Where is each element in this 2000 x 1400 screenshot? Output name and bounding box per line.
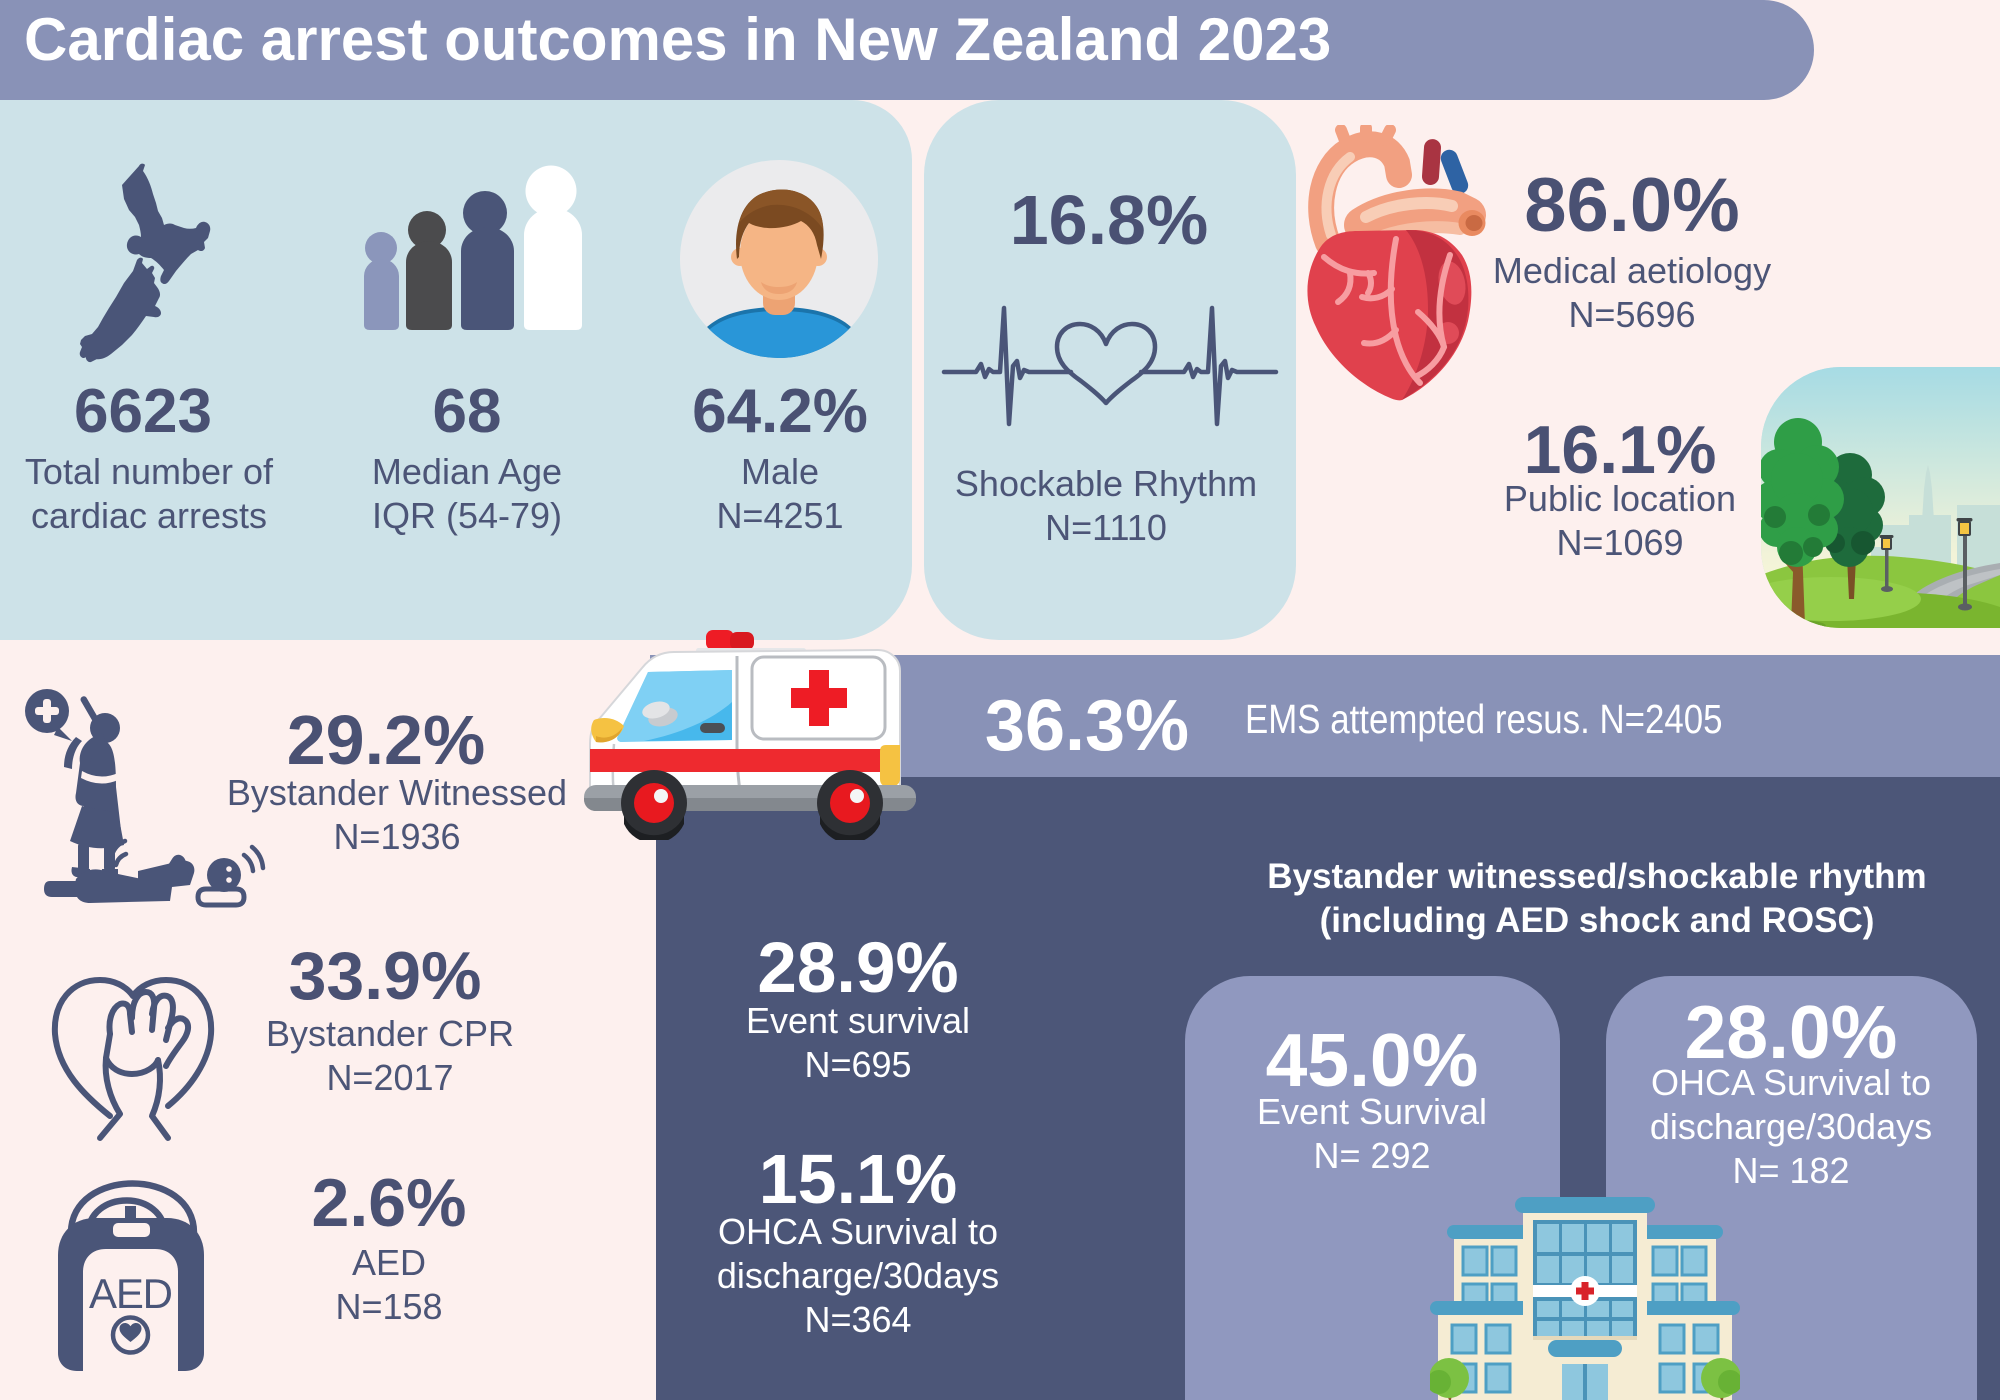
svg-text:AED: AED <box>89 1270 173 1317</box>
